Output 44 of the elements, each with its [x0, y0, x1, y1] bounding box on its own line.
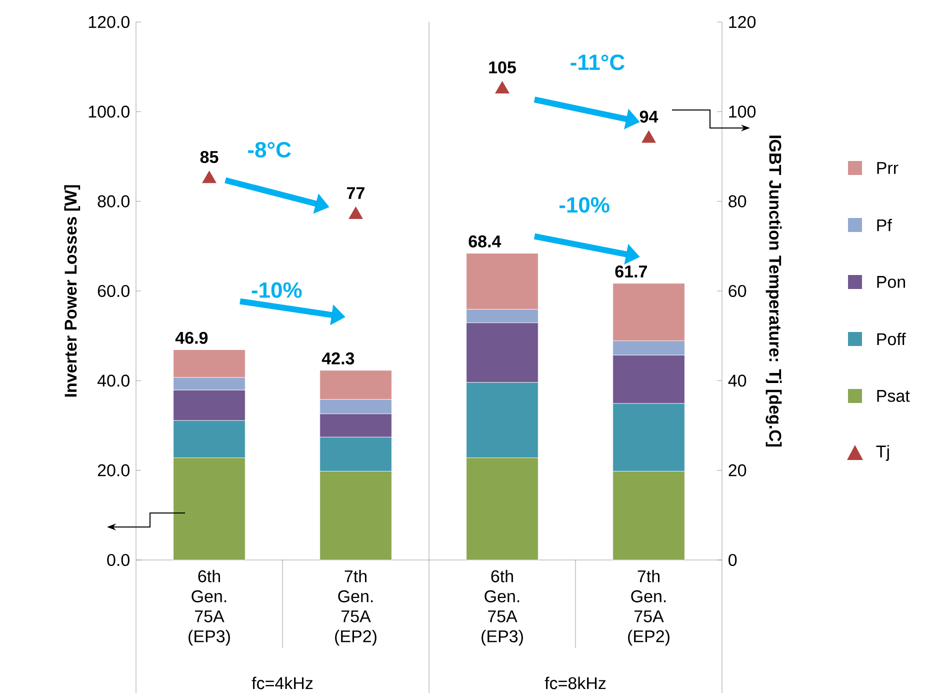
y2-tick-label: 100 — [729, 106, 756, 118]
x-tick-label: 7th Gen. 75A (EP2) — [335, 570, 376, 646]
total-label: 68.4 — [468, 235, 502, 248]
point — [642, 130, 656, 143]
data-label: 85 — [200, 151, 218, 164]
total-label: 61.7 — [615, 266, 647, 278]
y-tick-label: 100.0 — [88, 106, 130, 118]
x-tick-label: 6th Gen. 75A (EP3) — [482, 570, 523, 646]
y2-axis-title: IGBT Junction Temperature: Tj [deg.C] — [766, 136, 782, 447]
y2-tick-label: 80 — [728, 195, 746, 208]
x-tick-label: 6th Gen. 75A (EP3) — [188, 570, 230, 646]
y2-tick-label: 40 — [728, 374, 746, 387]
total-label: 42.3 — [322, 352, 354, 365]
legend-label: Pon — [877, 276, 905, 288]
legend-label: Prr — [877, 162, 898, 174]
y-tick-label: 40.0 — [97, 374, 130, 387]
y2-tick-label: 120 — [729, 16, 756, 28]
y-tick-label: 60.0 — [98, 285, 130, 298]
y2-tick-label: 20 — [728, 464, 746, 476]
y-tick-label: 20.0 — [98, 464, 130, 476]
annotation: -8°C — [248, 142, 291, 158]
data-label: 94 — [640, 110, 658, 123]
annotation: -10% — [559, 197, 610, 213]
point — [495, 81, 510, 94]
data-label: 77 — [347, 187, 364, 199]
data-label: 105 — [489, 61, 516, 74]
y-axis-title: Inverter Power Losses [W] — [64, 185, 80, 397]
text: fc=8kHz — [544, 676, 606, 690]
annotation: -11°C — [570, 54, 625, 70]
y-tick-label: 0.0 — [107, 554, 130, 566]
legend-label: Tj — [876, 445, 889, 461]
point — [202, 170, 216, 184]
x-tick-label: 7th Gen. 75A (EP2) — [628, 570, 670, 646]
legend-label: Poff — [877, 332, 906, 346]
y-tick-label: 80.0 — [98, 195, 130, 208]
annotation: -10% — [252, 282, 302, 298]
y2-tick-label: 0 — [728, 554, 737, 566]
point — [348, 206, 363, 220]
text: fc=4kHz — [252, 676, 313, 690]
legend-label: Pf — [877, 218, 892, 232]
total-label: 46.9 — [175, 332, 208, 344]
y2-tick-label: 60 — [728, 285, 746, 298]
y-tick-label: 120.0 — [88, 16, 130, 28]
legend-label: Psat — [877, 390, 910, 402]
